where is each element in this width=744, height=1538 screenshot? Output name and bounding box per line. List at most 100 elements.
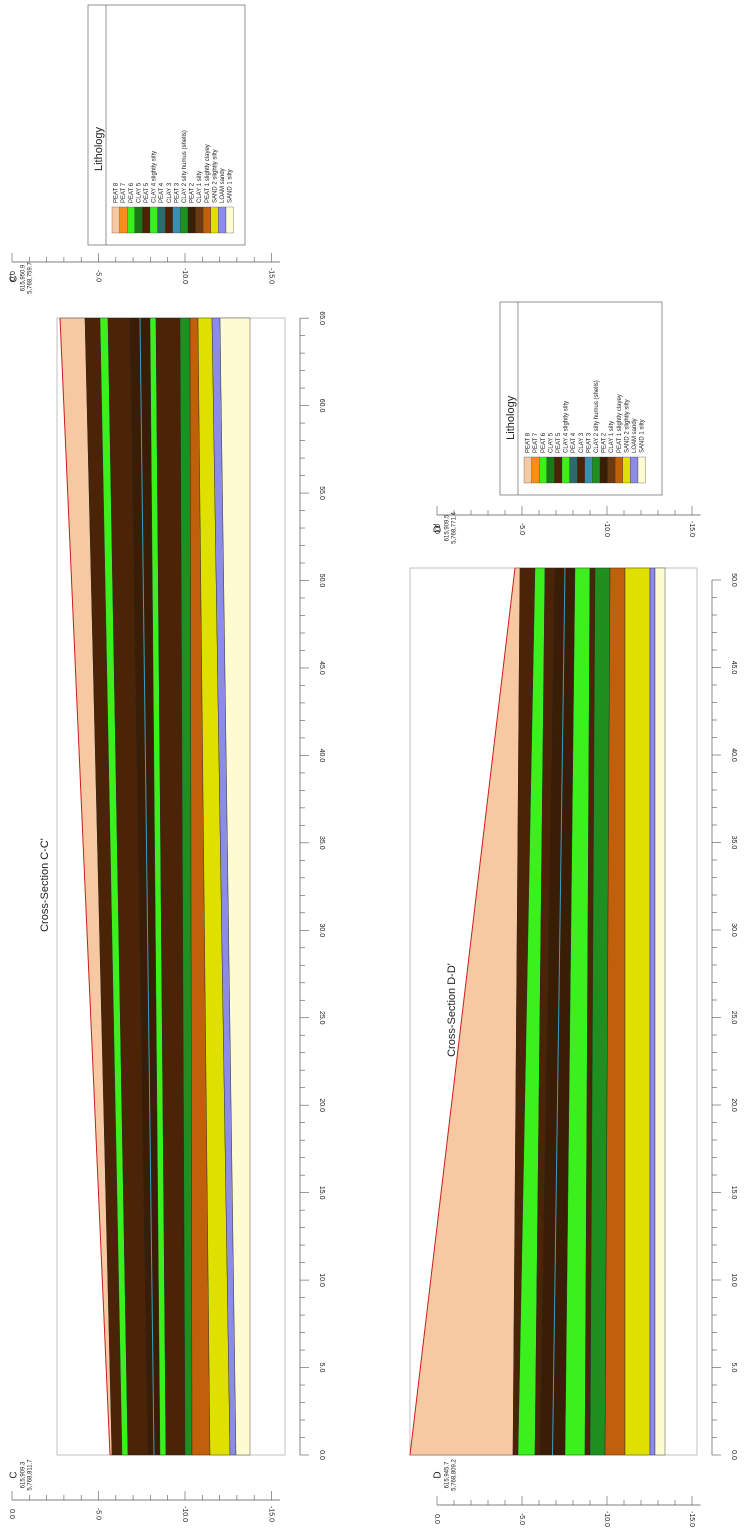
boundary-line	[552, 567, 566, 1456]
easting: 615,909.5	[445, 514, 451, 541]
legend-swatch	[165, 206, 173, 234]
legend-swatch	[539, 456, 547, 484]
legend-item: PEAT 6	[129, 182, 135, 203]
legend-item: CLAY 3	[579, 432, 585, 453]
legend-item: CLAY 2 silty humus (shells)	[594, 380, 600, 453]
distance-tick-label: 5.0	[730, 1363, 737, 1373]
depth-tick-label: -15.0	[268, 268, 275, 284]
depth-tick-label: 0.0	[8, 1509, 15, 1519]
northing: 5,768,771.4	[452, 511, 458, 543]
distance-tick-label: 35.0	[730, 836, 737, 850]
distance-tick-label: 0.0	[318, 1450, 325, 1460]
legend-swatch	[157, 206, 166, 234]
legend-item: SAND 1 silty	[640, 419, 646, 453]
legend-swatch	[142, 206, 151, 234]
layer	[649, 567, 656, 1456]
legend-swatch	[218, 206, 227, 234]
legend-swatch	[615, 456, 623, 484]
legend-item: CLAY 5	[136, 182, 142, 203]
legend-swatch	[569, 456, 578, 484]
legend-item: PEAT 3	[586, 432, 592, 453]
layer	[219, 317, 251, 1456]
legend-swatch	[210, 206, 219, 234]
distance-tick-label: 45.0	[318, 661, 325, 675]
layer	[654, 567, 666, 1456]
legend-item: CLAY 4 slightly silty	[564, 401, 570, 453]
distance-tick-label: 20.0	[730, 1098, 737, 1112]
section-end-label: D'	[433, 523, 444, 532]
depth-tick-label: -5.0	[518, 523, 525, 535]
legend-swatch	[134, 206, 143, 234]
legend-box	[87, 4, 246, 246]
legend-item: CLAY 1 silty	[197, 171, 203, 203]
depth-tick-label: -15.0	[688, 1511, 695, 1527]
legend-swatch	[111, 206, 120, 234]
legend-item: LOAM sandy	[632, 418, 638, 453]
distance-tick-label: 45.0	[730, 661, 737, 675]
boundary-line	[139, 317, 155, 1456]
surface-line	[409, 567, 516, 1456]
legend-swatch	[523, 456, 532, 484]
legend-swatch	[599, 456, 608, 484]
cross-section: Cross-Section C-C' 0.0 -5.0 -10.0 -15.0 0.0 -5…	[8, 4, 325, 1522]
legend-item: PEAT 4	[159, 182, 165, 203]
section-end-label: D	[433, 1471, 444, 1478]
depth-tick-label: -10.0	[603, 1511, 610, 1527]
distance-tick-label: 0.0	[730, 1450, 737, 1460]
distance-tick-label: 30.0	[730, 923, 737, 937]
legend-swatch	[630, 456, 639, 484]
distance-tick-label: 35.0	[318, 836, 325, 850]
distance-tick-label: 40.0	[730, 748, 737, 762]
legend-item: CLAY 4 slightly silty	[152, 151, 158, 203]
legend-item: CLAY 1 silty	[609, 421, 615, 453]
legend-swatch	[127, 206, 135, 234]
legend-swatch	[225, 206, 234, 234]
distance-tick-label: 25.0	[730, 1011, 737, 1025]
legend-item: PEAT 8	[114, 182, 120, 203]
distance-tick-label: 50.0	[730, 573, 737, 587]
legend-swatch	[546, 456, 555, 484]
distance-tick-label: 30.0	[318, 923, 325, 937]
easting: 615,950.9	[21, 264, 27, 291]
legend-item: PEAT 2	[602, 432, 608, 453]
distance-tick-label: 65.0	[318, 311, 325, 325]
distance-tick-label: 10.0	[318, 1273, 325, 1287]
easting: 615,909.3	[21, 1461, 27, 1488]
legend-item: PEAT 4	[571, 432, 577, 453]
legend-item: LOAM sandy	[220, 168, 226, 203]
distance-tick-label: 20.0	[318, 1098, 325, 1112]
section-title: Cross-Section D-D'	[446, 963, 458, 1057]
distance-tick-label: 40.0	[318, 749, 325, 763]
layer	[409, 567, 521, 1456]
easting: 615,945.7	[445, 1461, 451, 1488]
depth-tick-label: -15.0	[688, 521, 695, 537]
distance-tick-label: 15.0	[318, 1186, 325, 1200]
depth-tick-label: 0.0	[433, 1514, 440, 1524]
section-end-label: C	[9, 1471, 20, 1478]
depth-tick-label: -5.0	[518, 1513, 525, 1525]
legend-swatch	[172, 206, 181, 234]
legend-item: PEAT 7	[533, 432, 539, 453]
legend-swatch	[554, 456, 563, 484]
legend-item: SAND 1 silty	[228, 169, 234, 203]
distance-tick-label: 10.0	[730, 1273, 737, 1287]
legend-item: PEAT 5	[556, 432, 562, 453]
legend-item: CLAY 5	[548, 432, 554, 453]
northing: 5,768,809.2	[452, 1458, 458, 1490]
northing: 5,768,811.7	[28, 1459, 34, 1491]
section-end-label: C'	[9, 273, 20, 282]
distance-tick-label: 5.0	[318, 1363, 325, 1373]
legend-swatch	[622, 456, 631, 484]
legend-item: PEAT 1 slightly clayey	[205, 144, 211, 203]
legend-item: PEAT 6	[541, 432, 547, 453]
legend-item: PEAT 7	[121, 182, 127, 203]
legend-swatch	[187, 206, 196, 234]
distance-tick-label: 50.0	[318, 574, 325, 588]
legend-swatch	[584, 456, 593, 484]
legend-swatch	[149, 206, 158, 234]
legend-item: SAND 2 slightly silty	[624, 399, 630, 453]
legend-item: PEAT 1 slightly clayey	[617, 394, 623, 453]
depth-tick-label: -5.0	[95, 270, 102, 282]
legend-swatch	[203, 206, 211, 234]
